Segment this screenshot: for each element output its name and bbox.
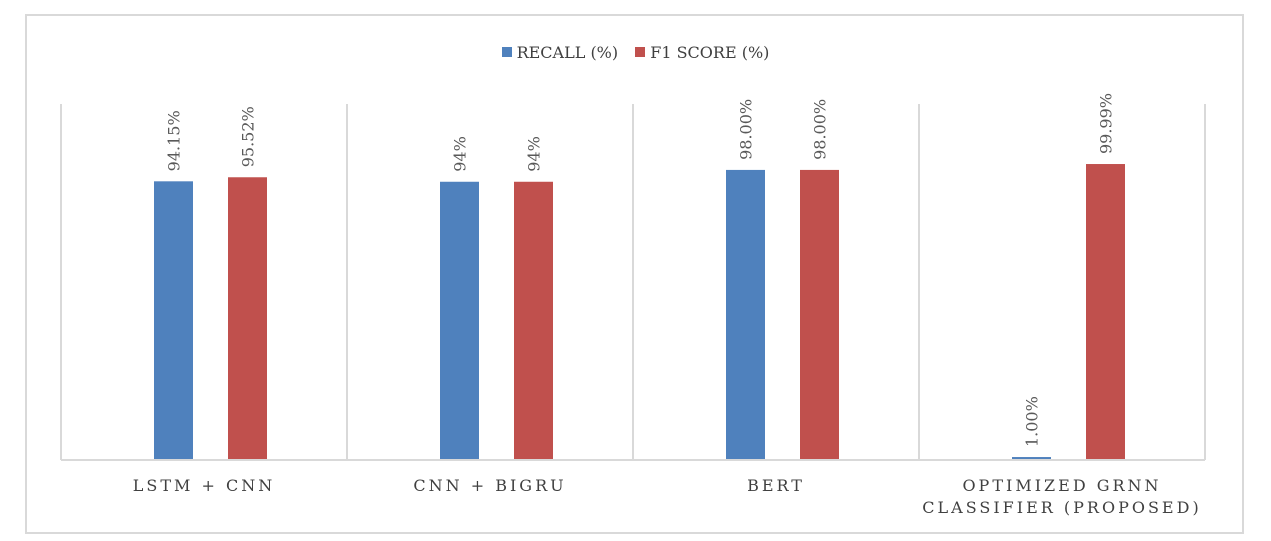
legend-label-recall: RECALL (%) xyxy=(516,42,619,62)
x-tick-label-1-0: CNN + BIGRU xyxy=(413,476,566,495)
bar-f1-2 xyxy=(800,169,839,461)
data-label-recall-2: 98.00% xyxy=(737,99,756,160)
bar-recall-3 xyxy=(1012,457,1051,460)
data-label-recall-1: 94% xyxy=(451,136,470,172)
x-tick-label-2-0: BERT xyxy=(747,476,805,495)
data-label-f1-2: 98.00% xyxy=(811,99,830,160)
legend-item-recall: RECALL (%) xyxy=(501,42,619,62)
legend-label-f1: F1 SCORE (%) xyxy=(650,42,770,62)
bar-f1-0 xyxy=(228,177,267,460)
legend: RECALL (%) F1 SCORE (%) xyxy=(0,42,1271,62)
x-tick-label-3-0: OPTIMIZED GRNN xyxy=(962,476,1161,495)
x-tick-label-3-1: CLASSIFIER (PROPOSED) xyxy=(922,498,1201,517)
bar-recall-2 xyxy=(726,169,765,461)
data-label-recall-3: 1.00% xyxy=(1023,396,1042,447)
bar-f1-1 xyxy=(514,181,553,460)
bar-recall-1 xyxy=(440,181,479,460)
bar-recall-0 xyxy=(154,181,193,461)
legend-swatch-f1 xyxy=(635,47,646,57)
data-label-f1-3: 99.99% xyxy=(1097,93,1116,154)
data-label-f1-0: 95.52% xyxy=(239,106,258,167)
bar-f1-3 xyxy=(1086,164,1125,460)
data-label-f1-1: 94% xyxy=(525,136,544,172)
legend-item-f1: F1 SCORE (%) xyxy=(635,43,769,62)
data-label-recall-0: 94.15% xyxy=(165,110,184,171)
x-tick-label-0-0: LSTM + CNN xyxy=(133,476,275,495)
legend-swatch-recall xyxy=(501,47,512,57)
